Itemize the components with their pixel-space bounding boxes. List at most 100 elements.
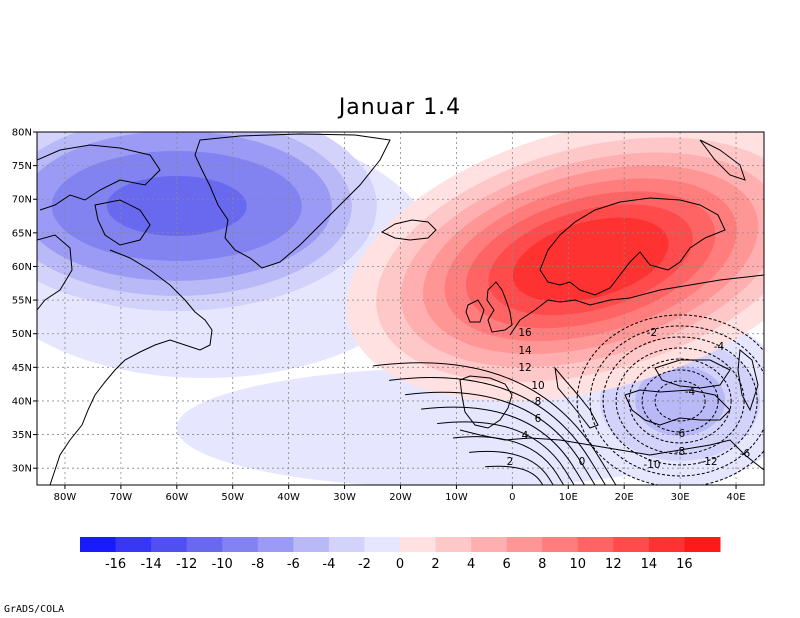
contour-label: -6 — [675, 428, 686, 440]
colorbar: -16 -14 -12 -10 -8 -6 -4 -2 0 2 4 6 8 10 12 14 16 — [80, 537, 721, 572]
lat-tick-label: 65N — [12, 228, 32, 239]
field-neg-5 — [106, 175, 247, 236]
contour-negative — [641, 369, 719, 433]
field-east-neg-2 — [635, 365, 726, 436]
colorbar-label: 12 — [605, 557, 622, 572]
colorbar-swatch — [186, 537, 223, 552]
lon-tick-label: 40W — [277, 492, 300, 503]
colorbar-label: -8 — [251, 557, 264, 572]
coast-baffin — [94, 199, 151, 246]
shaded-field — [37, 132, 764, 485]
colorbar-swatch — [293, 537, 330, 552]
colorbar-swatch — [648, 537, 685, 552]
lon-tick-label: 30E — [671, 492, 690, 503]
lat-tick-label: 60N — [12, 262, 32, 273]
contour-positive — [405, 391, 596, 485]
field-pos-7 — [512, 217, 669, 302]
map-title: Januar 1.4 — [338, 95, 462, 120]
colorbar-label: -6 — [287, 557, 300, 572]
colorbar-label: -16 — [105, 557, 126, 572]
colorbar-swatch — [115, 537, 152, 552]
contour-negative — [602, 336, 758, 466]
contour-positive — [373, 362, 617, 485]
colorbar-label: 6 — [503, 557, 511, 572]
contour-negative — [576, 314, 764, 485]
coast-hudson — [37, 234, 73, 311]
colorbar-swatch — [328, 537, 365, 552]
contour-label: -12 — [700, 456, 717, 468]
contour-negative — [654, 380, 706, 422]
lon-tick-label: 10W — [445, 492, 468, 503]
lon-tick-label: 20E — [615, 492, 634, 503]
colorbar-label: 10 — [570, 557, 587, 572]
lat-axis: 80N 75N 70N 65N 60N 55N 50N 45N 40N 35N 30N — [12, 128, 37, 475]
contour-label: -8 — [675, 446, 685, 458]
lon-tick-label: 0 — [509, 492, 515, 503]
lat-tick-label: 50N — [12, 329, 32, 340]
contour-label: 12 — [518, 362, 531, 374]
colorbar-swatch — [222, 537, 259, 552]
lon-tick-label: 20W — [389, 492, 412, 503]
contour-label: 6 — [535, 413, 542, 425]
lon-tick-label: 40E — [727, 492, 746, 503]
coast-us-east — [49, 359, 126, 485]
lat-tick-label: 45N — [12, 363, 32, 374]
contour-negative — [628, 358, 732, 444]
contour-lines — [373, 314, 764, 485]
lat-tick-label: 35N — [12, 430, 32, 441]
colorbar-swatch — [364, 537, 401, 552]
lat-tick-label: 55N — [12, 296, 32, 307]
coast-uk — [486, 281, 513, 333]
contour-positive — [469, 450, 554, 485]
coast-greece-turkey — [624, 389, 731, 426]
contour-label: -4 — [714, 341, 725, 353]
credit-label: GrADS/COLA — [4, 604, 65, 615]
coast-scandinavia — [539, 197, 726, 296]
lon-tick-label: 30W — [333, 492, 356, 503]
lon-axis: 80W 70W 60W 50W 40W 30W 20W 10W 0 10E 20E 30E 40E — [54, 485, 746, 503]
contour-label: -10 — [643, 459, 660, 471]
colorbar-swatch — [471, 537, 508, 552]
coast-north-africa — [459, 429, 764, 471]
contour-label: 0 — [579, 456, 586, 468]
contour-positive — [421, 406, 586, 485]
colorbar-swatch — [400, 537, 437, 552]
coast-novaya — [699, 139, 746, 181]
coast-caspian — [737, 349, 759, 412]
colorbar-label: 16 — [676, 557, 693, 572]
contour-negative — [615, 347, 745, 455]
coast-europe — [509, 274, 764, 336]
colorbar-label: -4 — [322, 557, 335, 572]
colorbar-swatch — [506, 537, 543, 552]
lat-tick-label: 70N — [12, 195, 32, 206]
contour-positive — [437, 421, 575, 485]
grid-lines — [37, 132, 764, 485]
coast-italy — [554, 366, 599, 429]
lat-tick-label: 80N — [12, 128, 32, 139]
colorbar-swatch — [80, 537, 117, 552]
coast-canada-arctic — [37, 144, 161, 211]
colorbar-swatch — [151, 537, 188, 552]
contour-label: 14 — [518, 345, 532, 357]
lat-tick-label: 40N — [12, 396, 32, 407]
contour-label: 8 — [535, 396, 542, 408]
colorbar-swatch — [577, 537, 614, 552]
colorbar-swatch — [435, 537, 472, 552]
coast-iceland — [380, 219, 437, 241]
colorbar-label: 14 — [641, 557, 658, 572]
colorbar-label: 2 — [431, 557, 439, 572]
colorbar-label: -2 — [358, 557, 371, 572]
contour-label: -6 — [740, 448, 751, 460]
lon-tick-label: 70W — [110, 492, 133, 503]
colorbar-label: -14 — [140, 557, 161, 572]
colorbar-label: 0 — [396, 557, 404, 572]
coastlines — [37, 133, 764, 485]
colorbar-swatch — [542, 537, 579, 552]
colorbar-swatch — [684, 537, 721, 552]
coast-black-sea — [654, 359, 731, 389]
contour-label: 10 — [531, 380, 544, 392]
colorbar-label: 8 — [538, 557, 546, 572]
contour-label: 4 — [522, 430, 529, 442]
contour-positive — [485, 465, 544, 485]
